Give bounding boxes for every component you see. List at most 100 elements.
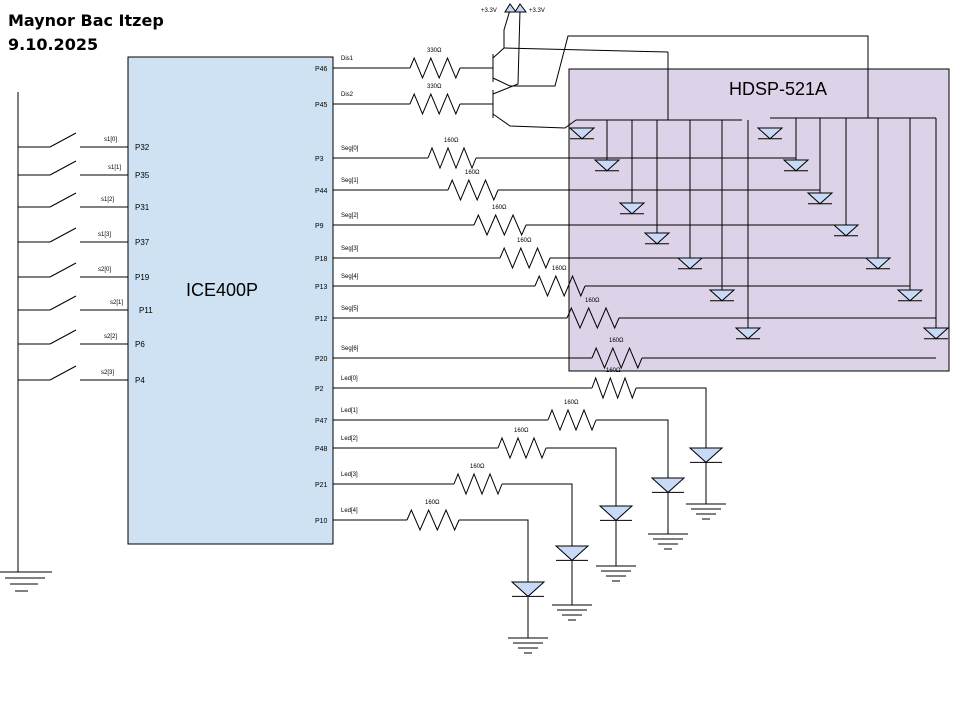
led-diode: [510, 581, 546, 598]
digit2-segment-diode: [782, 159, 810, 172]
switch-blade: [49, 192, 77, 208]
net-label: Seg[1]: [341, 178, 359, 184]
switch-net-label: s2[0]: [98, 267, 111, 273]
switch-blade: [49, 295, 77, 311]
switch-net-label: s2[1]: [110, 300, 123, 306]
right-pin-label: P46: [315, 66, 328, 73]
resistor-value: 330Ω: [427, 48, 442, 54]
drawing-date: 9.10.2025: [8, 35, 98, 54]
left-pin-label: P19: [135, 273, 150, 282]
net-label: Seg[6]: [341, 346, 359, 352]
resistor-value: 160Ω: [517, 238, 532, 244]
display-segment-network: [476, 117, 950, 359]
resistor: [566, 306, 620, 330]
right-pin-label: P13: [315, 284, 328, 291]
transistor-collector-wire: [492, 9, 511, 59]
right-pin-label: P48: [315, 446, 328, 453]
left-pin-label: P32: [135, 143, 150, 152]
resistor: [499, 246, 551, 270]
right-pin-label: P21: [315, 482, 328, 489]
net-label: Seg[0]: [341, 146, 359, 152]
resistor: [427, 146, 477, 170]
right-pin-label: P47: [315, 418, 328, 425]
led-feed-wire: [459, 519, 529, 582]
left-pin-label: P11: [139, 306, 153, 315]
net-label: Dis1: [341, 56, 354, 62]
digit1-segment-diode: [643, 232, 671, 245]
right-pin-label: P18: [315, 256, 328, 263]
right-pin-label: P20: [315, 356, 328, 363]
switch-net-label: s1[0]: [104, 137, 117, 143]
led-feed-wire: [596, 419, 669, 478]
net-label: Seg[2]: [341, 213, 359, 219]
digit1-supply-link: [503, 47, 669, 53]
right-pin-label: P9: [315, 223, 324, 230]
led-feed-wire: [546, 447, 617, 506]
chip-label: ICE400P: [186, 280, 258, 300]
digit1-segment-diode: [593, 159, 621, 172]
switch-blade: [49, 329, 77, 345]
resistor-value: 160Ω: [444, 138, 459, 144]
resistor-value: 160Ω: [606, 368, 621, 374]
net-label: Led[1]: [341, 408, 358, 414]
signal-wires: Dis1 330Ω Dis2 330Ω Seg[0] 160Ω Seg[1] 160Ω Seg[…: [333, 48, 643, 532]
left-pin-label: P4: [135, 376, 145, 385]
author-name: Maynor Bac Itzep: [8, 11, 164, 30]
transistor-emitter-wire: [492, 113, 577, 129]
resistor: [591, 346, 643, 370]
led-diode: [554, 545, 590, 562]
led-diode: [688, 447, 724, 464]
right-pin-labels: P46 P45 P3 P44 P9 P18 P13 P12 P20 P2 P47 P48 P21 P10: [315, 66, 328, 525]
digit2-segment-diode: [896, 289, 924, 302]
right-pin-label: P2: [315, 386, 324, 393]
left-pin-label: P6: [135, 340, 145, 349]
led-ground-symbol: [508, 637, 548, 654]
left-pin-label: P35: [135, 171, 150, 180]
right-pin-label: P3: [315, 156, 324, 163]
led-feed-wire: [502, 483, 573, 546]
resistor-value: 160Ω: [425, 500, 440, 506]
right-pin-label: P12: [315, 316, 328, 323]
resistor: [497, 436, 547, 460]
net-label: Led[2]: [341, 436, 358, 442]
net-label: Led[4]: [341, 508, 358, 514]
led-ground-symbol: [596, 565, 636, 582]
led-ground-symbol: [686, 503, 726, 520]
digit2-segment-diode: [756, 127, 784, 140]
resistor: [591, 376, 637, 400]
switch-blade: [49, 262, 77, 278]
resistor-value: 160Ω: [564, 400, 579, 406]
switch-net-label: s1[2]: [101, 197, 114, 203]
fpga-chip: [127, 56, 334, 545]
right-pin-label: P44: [315, 188, 328, 195]
switch-blade: [49, 132, 77, 148]
switch-group: s1[0] s1[1] s1[2] s1[3] s2[0] s2[1] s2[2] s2[3]: [18, 132, 128, 381]
resistor: [473, 213, 527, 237]
resistor: [409, 56, 461, 80]
led-ground-symbol: [552, 604, 592, 621]
display-module-box: [568, 68, 950, 372]
led-network: [459, 387, 726, 654]
resistor-value: 160Ω: [492, 205, 507, 211]
supply-triangle: [514, 3, 527, 13]
resistor: [447, 178, 499, 202]
digit2-segment-diode: [806, 192, 834, 205]
resistor-value: 160Ω: [552, 266, 567, 272]
resistor-value: 160Ω: [465, 170, 480, 176]
led-diode: [598, 505, 634, 522]
switch-blade: [49, 227, 77, 243]
switch-net-label: s2[3]: [101, 370, 114, 376]
net-label: Seg[3]: [341, 246, 359, 252]
net-label: Led[0]: [341, 376, 358, 382]
ground-bus: [0, 92, 52, 592]
left-pin-label: P37: [135, 238, 150, 247]
switch-net-label: s1[3]: [98, 232, 111, 238]
resistor: [453, 472, 503, 496]
led-diode: [650, 477, 686, 494]
net-label: Seg[5]: [341, 306, 359, 312]
left-pin-labels: P32 P35 P31 P37 P19 P11 P6 P4: [135, 143, 153, 385]
led-ground-symbol: [648, 533, 688, 550]
resistor: [406, 508, 460, 532]
switch-blade: [49, 160, 77, 176]
